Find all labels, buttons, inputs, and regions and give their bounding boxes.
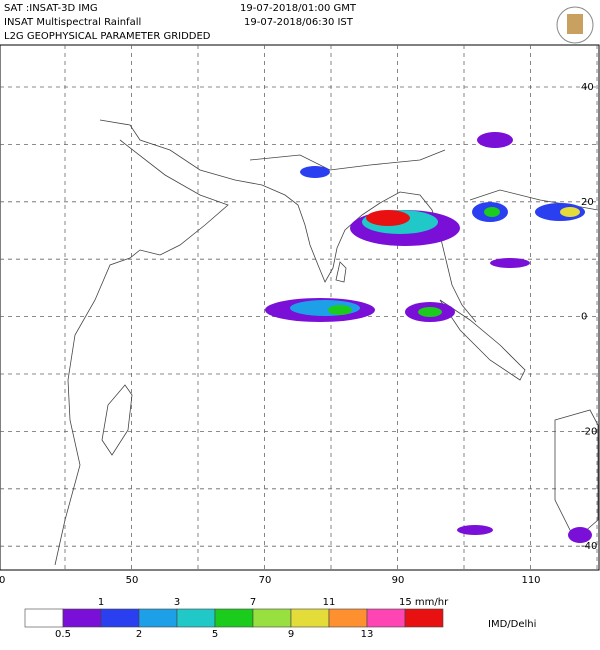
- rain-area: [484, 207, 500, 217]
- legend-swatch: [214, 608, 254, 628]
- header-text: INSAT Multispectral Rainfall: [4, 17, 141, 28]
- legend-label: 2: [136, 629, 142, 640]
- legend-label: 1: [98, 597, 104, 608]
- lat-label: -20: [581, 426, 597, 437]
- border: [249, 149, 446, 171]
- lon-label: 110: [521, 575, 540, 586]
- australia: [554, 409, 599, 541]
- lat-label: 20: [581, 197, 594, 208]
- header-time: 19-07-2018/06:30 IST: [244, 17, 354, 28]
- emblem: [556, 6, 594, 44]
- lon-label: 50: [126, 575, 139, 586]
- rain-area: [418, 307, 442, 317]
- rain-area: [328, 305, 352, 315]
- lon-label: 90: [392, 575, 405, 586]
- legend-label: 9: [288, 629, 294, 640]
- legend-label: 3: [174, 597, 180, 608]
- africa-arabia-coast: [54, 139, 229, 566]
- rain-area: [568, 527, 592, 543]
- legend-swatch: [176, 608, 216, 628]
- legend-swatch: [366, 608, 406, 628]
- legend-swatch: [252, 608, 292, 628]
- legend-label: 15 mm/hr: [399, 597, 449, 608]
- legend-label: 13: [361, 629, 374, 640]
- rain-area: [560, 207, 580, 217]
- rain-area: [477, 132, 513, 148]
- header-text: L2G GEOPHYSICAL PARAMETER GRIDDED: [4, 31, 211, 42]
- legend-swatch: [290, 608, 330, 628]
- legend-label: 7: [250, 597, 256, 608]
- legend-label: 11: [323, 597, 336, 608]
- sri-lanka: [335, 261, 347, 283]
- legend-swatch: [24, 608, 64, 628]
- rain-area: [490, 258, 530, 268]
- rain-area: [366, 210, 410, 226]
- lon-label: 30: [0, 575, 5, 586]
- legend-label: 5: [212, 629, 218, 640]
- header-text: SAT :INSAT-3D IMG: [4, 3, 98, 14]
- legend-swatch: [138, 608, 178, 628]
- labels: SAT :INSAT-3D IMG INSAT Multispectral Rai…: [0, 3, 597, 630]
- legend-swatch: [62, 608, 102, 628]
- lat-label: -40: [581, 541, 597, 552]
- header-time: 19-07-2018/01:00 GMT: [240, 3, 357, 14]
- legend-label: 0.5: [55, 629, 71, 640]
- lon-label: 70: [259, 575, 272, 586]
- emblem-body: [567, 14, 583, 34]
- sumatra: [439, 299, 526, 381]
- credit: IMD/Delhi: [488, 619, 536, 630]
- rain-area: [300, 166, 330, 178]
- rain-area: [457, 525, 493, 535]
- madagascar: [101, 384, 133, 456]
- rainfall: [265, 132, 592, 543]
- legend-swatch: [328, 608, 368, 628]
- lat-label: 0: [581, 312, 587, 323]
- legend-swatch: [404, 608, 444, 628]
- lat-label: 40: [581, 82, 594, 93]
- legend-swatch: [100, 608, 140, 628]
- legend: 0.5 1 2 3 5 7 9 11 13 15 mm/hr: [24, 597, 449, 640]
